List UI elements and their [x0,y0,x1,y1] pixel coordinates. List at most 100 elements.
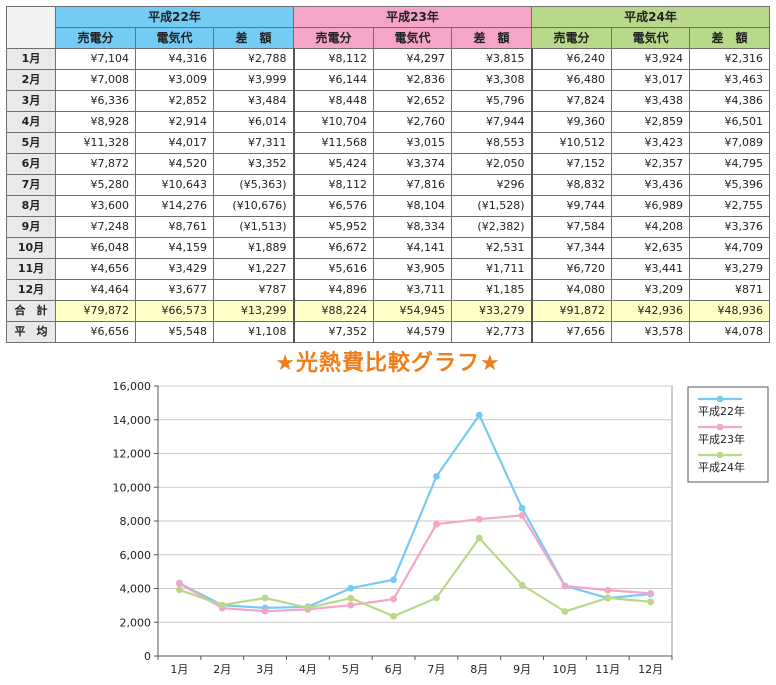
table-cell: ¥4,520 [135,153,214,175]
row-label: 4月 [6,111,56,133]
table-cell: ¥3,815 [451,48,532,70]
row-label: 平 均 [6,321,56,343]
data-point [176,580,183,587]
series-line [179,536,651,618]
table-cell: ¥2,755 [689,195,770,217]
data-point [347,584,355,592]
data-point [433,594,440,602]
table-cell: ¥10,704 [292,111,374,133]
table-cell: ¥3,578 [611,321,690,343]
legend-label: 平成23年 [698,432,745,446]
table-cell: ¥871 [689,279,770,301]
data-point [347,594,355,602]
y-tick-label: 12,000 [113,448,152,461]
year-header-h22: 平成22年 [55,6,294,28]
table-cell: ¥42,936 [611,300,690,322]
table-cell: ¥2,316 [689,48,770,70]
data-point [561,582,569,590]
table-row: 平 均 ¥6,656 ¥5,548 ¥1,108 ¥7,352 ¥4,579 ¥2,773 ¥… [6,321,770,343]
table-cell: ¥88,224 [292,300,374,322]
table-cell: ¥6,720 [530,258,612,280]
year-header-h24: 平成24年 [531,6,770,28]
data-point [475,515,483,523]
data-point [390,595,397,603]
year-header-h23: 平成23年 [293,6,532,28]
x-tick-label: 12月 [638,663,663,676]
table-cell: ¥4,078 [689,321,770,343]
chart-title: ★光熱費比較グラフ★ [275,351,501,376]
table-cell: ¥4,080 [530,279,612,301]
column-header: 売電分 [293,27,374,49]
x-tick-label: 3月 [256,663,274,676]
table-cell: ¥13,299 [213,300,294,322]
x-tick-label: 5月 [342,663,360,676]
data-point [475,411,483,419]
x-tick-label: 9月 [513,663,531,676]
table-cell: ¥11,328 [55,132,136,154]
table-cell: ¥4,709 [689,237,770,259]
x-tick-label: 6月 [385,663,403,676]
table-row: 8月 ¥3,600 ¥14,276 (¥10,676) ¥6,576 ¥8,104 (¥1,… [6,195,770,217]
data-point [475,534,483,542]
table-cell: ¥7,152 [530,153,612,175]
y-tick-label: 16,000 [113,380,152,393]
legend-label: 平成22年 [698,404,745,418]
legend-label: 平成24年 [698,460,745,474]
table-cell: ¥4,208 [611,216,690,238]
table-row: 6月 ¥7,872 ¥4,520 ¥3,352 ¥5,424 ¥3,374 ¥2,050 ¥7… [6,153,770,175]
x-tick-label: 7月 [427,663,445,676]
table-cell: ¥4,579 [373,321,452,343]
column-header: 差 額 [213,27,294,49]
table-cell: ¥3,436 [611,174,690,196]
table-cell: ¥3,209 [611,279,690,301]
data-point [433,472,440,480]
table-cell: ¥6,480 [530,69,612,91]
series-line [178,514,651,613]
table-cell: ¥9,360 [530,111,612,133]
table-row: 7月 ¥5,280 ¥10,643 (¥5,363) ¥8,112 ¥7,816 ¥296 ¥… [6,174,770,196]
y-tick-label: 2,000 [120,616,152,629]
x-tick-label: 2月 [213,663,231,676]
table-cell: ¥79,872 [55,300,136,322]
table-row: 合 計 ¥79,872 ¥66,573 ¥13,299 ¥88,224 ¥54,945 ¥3… [6,300,770,322]
table-cell: ¥2,788 [213,48,294,70]
x-tick-label: 10月 [552,663,577,676]
table-cell: (¥5,363) [213,174,294,196]
table-cell: ¥5,952 [292,216,374,238]
y-tick-label: 4,000 [120,583,152,596]
column-header: 電気代 [135,27,214,49]
table-cell: ¥3,352 [213,153,294,175]
table-cell: ¥66,573 [135,300,214,322]
data-point [647,598,654,606]
table-cell: ¥2,357 [611,153,690,175]
table-cell: ¥54,945 [373,300,452,322]
table-cell: ¥6,656 [55,321,136,343]
y-tick-label: 8,000 [120,515,152,528]
row-label: 合 計 [6,300,56,322]
table-cell: ¥8,448 [292,90,374,112]
row-label: 6月 [6,153,56,175]
table-cell: ¥7,656 [530,321,612,343]
x-tick-label: 4月 [299,663,317,676]
legend-box [687,386,769,483]
data-point [347,601,355,609]
table-row: 11月 ¥4,656 ¥3,429 ¥1,227 ¥5,616 ¥3,905 ¥1,711 ¥… [6,258,770,280]
table-cell: ¥3,376 [689,216,770,238]
table-cell: ¥14,276 [135,195,214,217]
data-point [218,601,226,609]
table-cell: ¥787 [213,279,294,301]
table-cell: ¥8,104 [373,195,452,217]
data-point [390,612,397,620]
table-cell: ¥3,484 [213,90,294,112]
data-point [604,594,612,602]
x-tick-label: 11月 [595,663,620,676]
data-point [261,594,269,602]
table-cell: ¥9,744 [530,195,612,217]
table-cell: ¥5,796 [451,90,532,112]
data-point [518,504,526,512]
table-cell: ¥1,227 [213,258,294,280]
data-point [176,586,183,594]
table-cell: ¥5,280 [55,174,136,196]
table-cell: ¥7,089 [689,132,770,154]
